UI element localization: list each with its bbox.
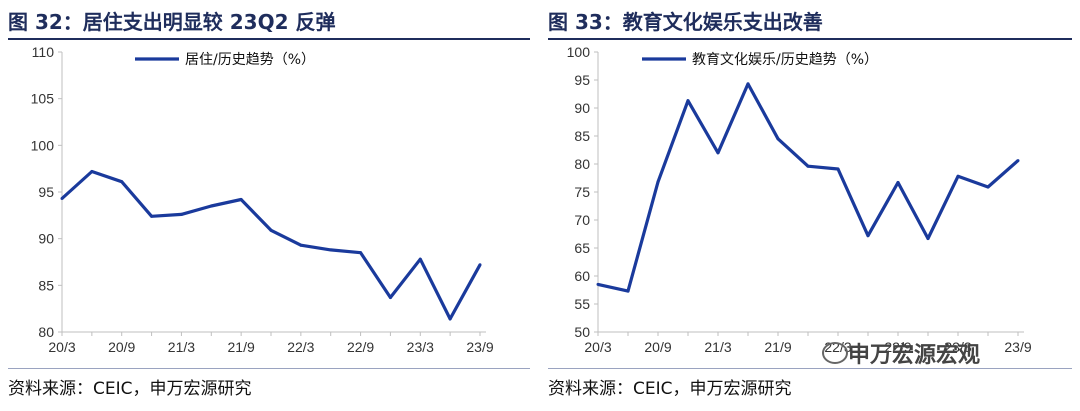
watermark: 申万宏源宏观 [848, 343, 981, 368]
title-rule-right [548, 38, 1072, 40]
x-tick-label: 21/3 [168, 339, 195, 355]
series-line [597, 82, 1020, 293]
source-rule-left [8, 368, 530, 369]
x-tick-label: 23/9 [1004, 339, 1031, 355]
chart-title-right: 图 33：教育文化娱乐支出改善 [548, 10, 823, 34]
x-tick-label: 23/9 [466, 339, 493, 355]
x-tick-label: 20/9 [644, 339, 671, 355]
source-note-right: 资料来源：CEIC，申万宏源研究 [548, 379, 792, 399]
data-point [596, 282, 600, 286]
data-point [716, 151, 720, 155]
y-tick-label: 95 [574, 72, 590, 88]
data-point [776, 137, 780, 141]
x-tick-label: 20/9 [108, 339, 135, 355]
data-point [746, 82, 750, 86]
data-point [626, 289, 630, 293]
data-point [60, 197, 64, 201]
line-chart-housing: 80 85 90 95 100 105 110 20/3 20/9 21/3 21/9 22/3 22/… [31, 44, 494, 355]
legend-label: 教育文化娱乐/历史趋势（%） [692, 52, 878, 68]
data-point [209, 204, 213, 208]
data-point [359, 251, 363, 255]
x-tick-label: 22/3 [287, 339, 314, 355]
y-tick-label: 100 [31, 137, 55, 153]
x-tick-label: 23/3 [944, 339, 971, 355]
data-point [448, 317, 452, 321]
x-tick-label: 22/9 [347, 339, 374, 355]
y-tick-label: 65 [574, 240, 590, 256]
line-chart-education: 50 55 60 65 70 75 80 85 90 95 100 20/3 20/9 21/3 21/9 2… [567, 44, 1032, 355]
data-point [956, 174, 960, 178]
y-tick-label: 75 [574, 184, 590, 200]
y-tick-label: 110 [32, 44, 55, 60]
y-tick-label: 90 [38, 231, 54, 247]
chart-title-left: 图 32：居住支出明显较 23Q2 反弹 [8, 10, 336, 34]
y-tick-label: 55 [574, 296, 590, 312]
source-note-left: 资料来源：CEIC，申万宏源研究 [8, 379, 252, 399]
y-tick-label: 95 [38, 184, 54, 200]
data-point [866, 234, 870, 238]
y-tick-label: 60 [574, 268, 590, 284]
wechat-icon [822, 342, 848, 364]
x-tick-label: 21/9 [228, 339, 255, 355]
x-tick-label: 21/9 [764, 339, 791, 355]
data-point [239, 197, 243, 201]
data-point [150, 214, 154, 218]
series-line [60, 169, 482, 321]
y-tick-label: 70 [574, 212, 590, 228]
x-tick-label: 23/3 [407, 339, 434, 355]
data-point [926, 236, 930, 240]
y-tick-label: 85 [574, 128, 590, 144]
data-point [329, 248, 333, 252]
y-tick-label: 105 [31, 91, 55, 107]
y-tick-label: 80 [574, 156, 590, 172]
x-tick-label: 21/3 [704, 339, 731, 355]
x-tick-label: 20/3 [48, 339, 75, 355]
y-tick-label: 85 [38, 277, 54, 293]
y-tick-label: 50 [574, 324, 590, 340]
x-tick-label: 22/9 [884, 339, 911, 355]
y-tick-label: 100 [567, 44, 591, 60]
source-rule-right [548, 368, 1072, 369]
data-point [896, 180, 900, 184]
data-point [269, 228, 273, 232]
data-point [388, 295, 392, 299]
x-tick-label: 20/3 [584, 339, 611, 355]
data-point [656, 180, 660, 184]
y-tick-label: 80 [38, 324, 54, 340]
data-point [478, 263, 482, 267]
data-point [299, 243, 303, 247]
data-point [986, 185, 990, 189]
data-point [1016, 159, 1020, 163]
legend-label: 居住/历史趋势（%） [185, 52, 315, 68]
data-point [686, 99, 690, 103]
y-tick-label: 90 [574, 100, 590, 116]
title-rule-left [8, 38, 530, 40]
data-point [418, 257, 422, 261]
data-point [120, 180, 124, 184]
data-point [179, 212, 183, 216]
data-point [806, 164, 810, 168]
data-point [836, 167, 840, 171]
data-point [90, 169, 94, 173]
